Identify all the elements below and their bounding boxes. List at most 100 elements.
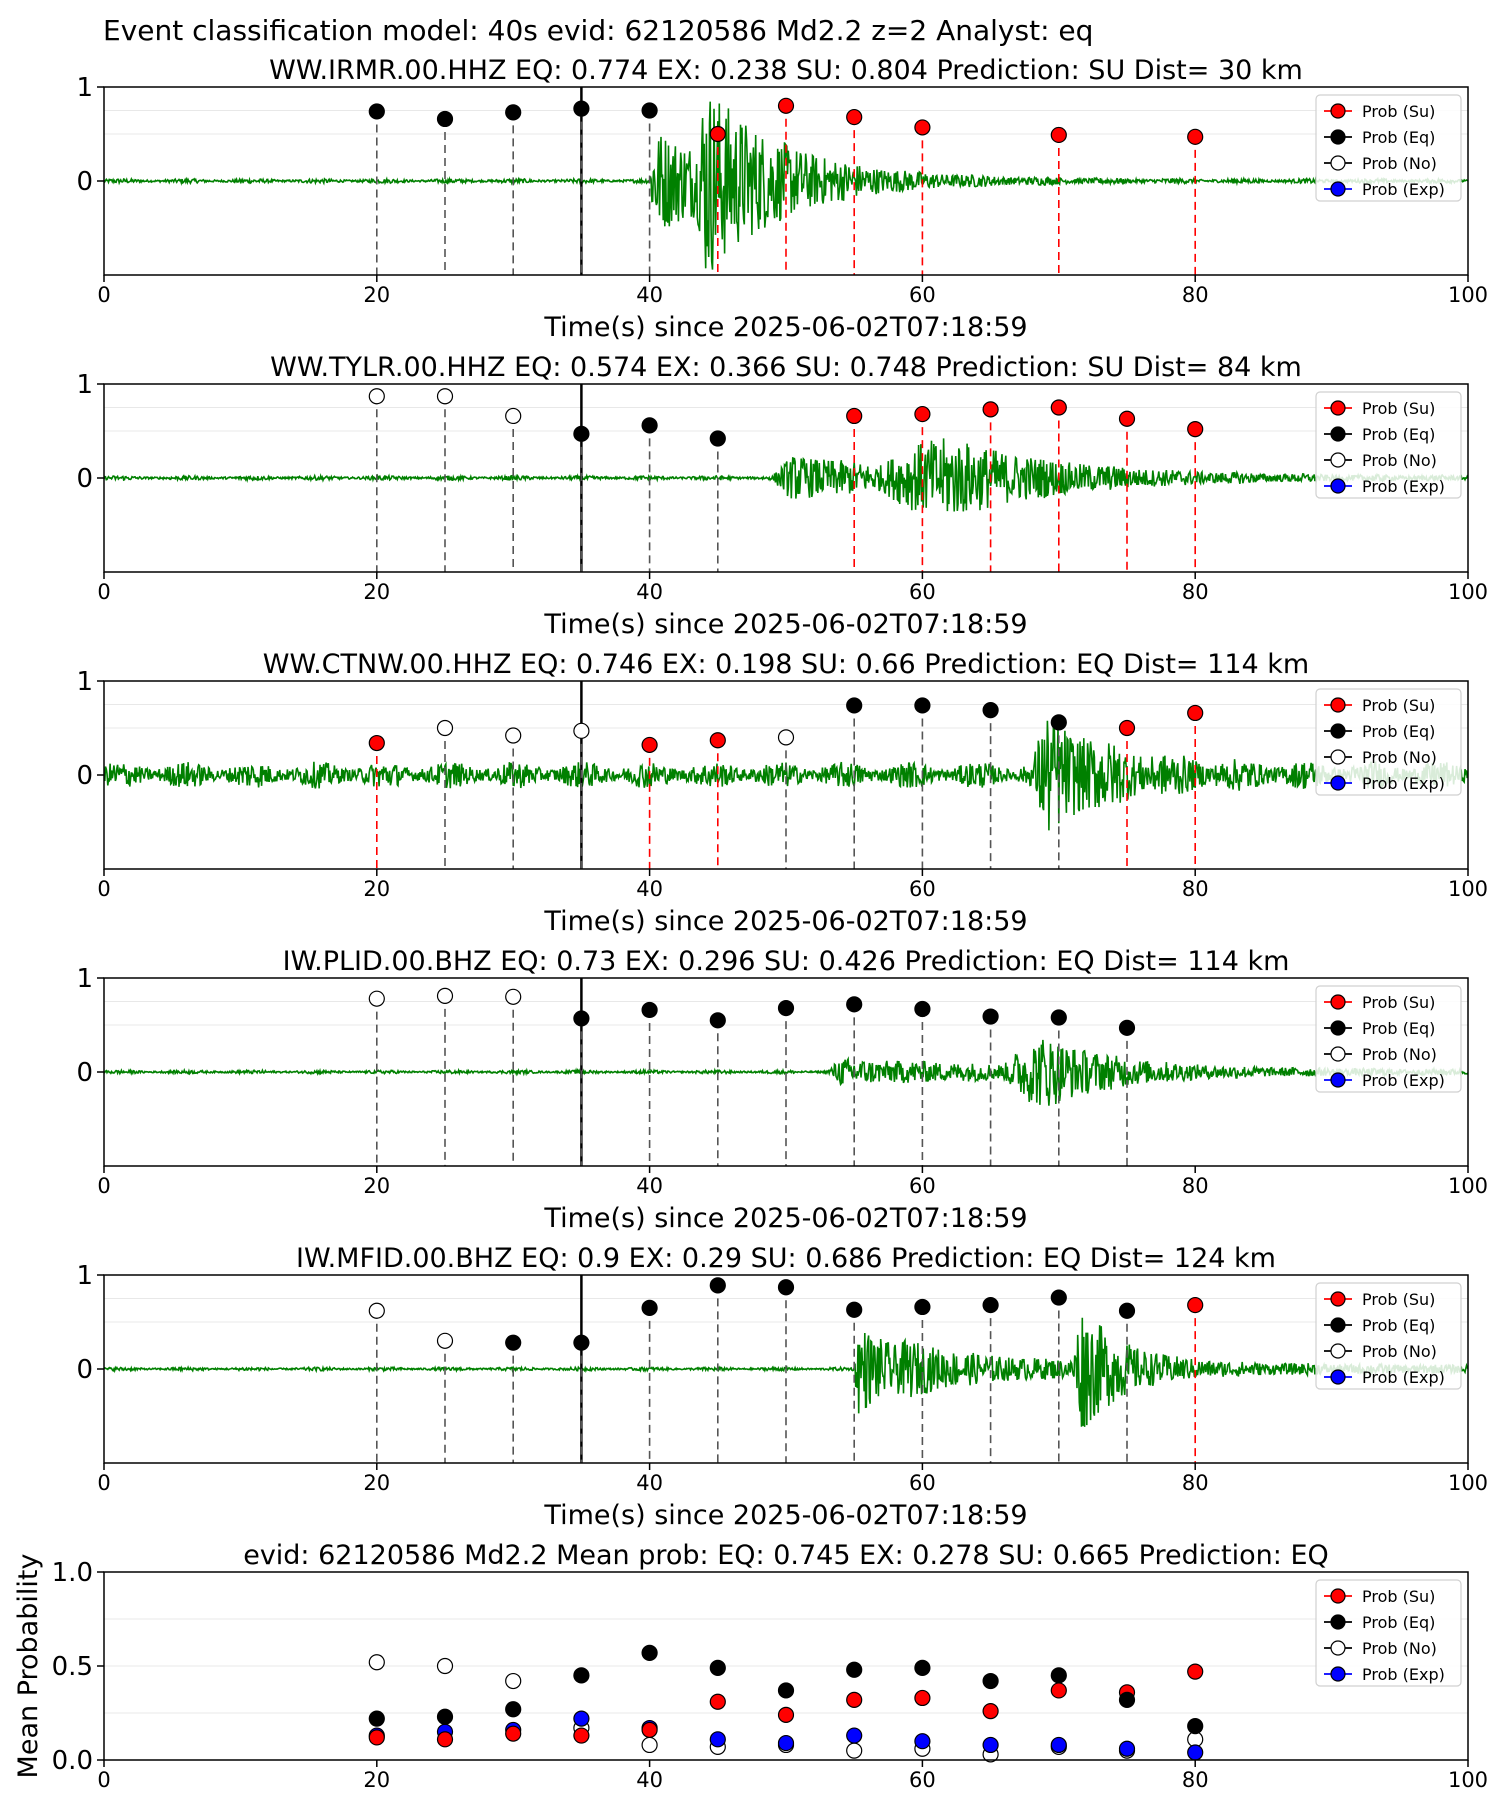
y-tick-label: 0 [76, 761, 93, 791]
legend-label: Prob (Exp) [1362, 1368, 1445, 1387]
data-point-prob-su [1187, 704, 1204, 722]
data-point-prob-su [709, 125, 726, 143]
data-point-prob-eq [846, 996, 863, 1013]
data-point-prob-eq [573, 425, 590, 442]
data-point-prob-su [914, 405, 931, 423]
x-tick-label: 20 [363, 580, 390, 604]
series-points [368, 388, 1204, 447]
data-point-prob-eq [1118, 1691, 1136, 1708]
data-point-prob-eq [573, 1010, 590, 1027]
series-points [368, 697, 1204, 754]
x-tick-label: 40 [636, 1471, 663, 1495]
panel-plot-area [104, 978, 1468, 1166]
data-point-prob-no [436, 388, 454, 405]
data-point-prob-eq [368, 103, 385, 120]
legend-box [1315, 985, 1462, 1093]
x-tick-label: 40 [636, 877, 663, 901]
legend-label: Prob (Exp) [1362, 1665, 1445, 1684]
data-point-prob-eq [777, 1279, 795, 1296]
data-point-prob-su [709, 1693, 726, 1710]
data-point-prob-eq [641, 102, 658, 119]
legend-label: Prob (Exp) [1362, 180, 1445, 199]
data-point-prob-eq [777, 999, 795, 1017]
data-point-prob-eq [914, 697, 931, 714]
data-point-prob-eq [505, 1701, 522, 1718]
data-point-prob-no [777, 729, 795, 746]
y-axis-label: Mean Probability [13, 1554, 44, 1779]
x-tick-label: 20 [363, 283, 390, 307]
x-tick-label: 0 [97, 580, 110, 604]
panel-plot-area [104, 1275, 1468, 1463]
data-point-prob-no [505, 407, 522, 425]
legend-label: Prob (No) [1362, 154, 1437, 173]
data-point-prob-eq [709, 1277, 726, 1294]
x-tick-label: 40 [636, 580, 663, 604]
x-tick-label: 100 [1448, 283, 1488, 307]
data-point-prob-exp [1118, 1740, 1136, 1757]
legend: Prob (Su) Prob (Eq) Prob (No) Prob (Exp) [1315, 688, 1462, 796]
panel-title: WW.CTNW.00.HHZ EQ: 0.746 EX: 0.198 SU: 0… [263, 649, 1309, 680]
legend: Prob (Su) Prob (Eq) Prob (No) Prob (Exp) [1315, 1579, 1462, 1687]
series-points [368, 987, 1136, 1036]
panel-title: IW.PLID.00.BHZ EQ: 0.73 EX: 0.296 SU: 0.… [283, 946, 1290, 977]
x-tick-label: 40 [636, 283, 663, 307]
data-point-prob-no [641, 1736, 658, 1754]
legend-label: Prob (Exp) [1362, 477, 1445, 496]
data-point-prob-su [777, 1706, 795, 1723]
y-tick-label: 1 [76, 964, 93, 994]
x-tick-label: 20 [363, 1174, 390, 1198]
legend-marker [1330, 1666, 1346, 1682]
legend-label: Prob (No) [1362, 451, 1437, 470]
data-point-prob-su [1118, 719, 1136, 737]
data-point-prob-eq [641, 417, 658, 434]
panel-5: IW.MFID.00.BHZ EQ: 0.9 EX: 0.29 SU: 0.68… [76, 1243, 1488, 1531]
x-axis-label: Time(s) since 2025-06-02T07:18:59 [543, 1203, 1027, 1234]
legend-marker [1330, 1614, 1346, 1630]
x-tick-label: 80 [1182, 1174, 1209, 1198]
data-point-prob-no [368, 1654, 385, 1671]
legend: Prob (Su) Prob (Eq) Prob (No) Prob (Exp) [1315, 1282, 1462, 1390]
y-tick-label: 0 [76, 1058, 93, 1088]
data-point-prob-su [641, 1721, 658, 1739]
data-point-prob-no [436, 719, 454, 737]
legend-label: Prob (Eq) [1362, 722, 1435, 741]
data-point-prob-eq [846, 1301, 863, 1318]
data-point-prob-su [641, 736, 658, 754]
panel-title: IW.MFID.00.BHZ EQ: 0.9 EX: 0.29 SU: 0.68… [296, 1243, 1276, 1274]
panel-2: WW.TYLR.00.HHZ EQ: 0.574 EX: 0.366 SU: 0… [76, 352, 1488, 640]
legend-marker [1330, 723, 1346, 739]
y-tick-label: 0 [76, 167, 93, 197]
data-point-prob-su [709, 732, 726, 749]
panel-3: WW.CTNW.00.HHZ EQ: 0.746 EX: 0.198 SU: 0… [76, 649, 1488, 937]
data-point-prob-no [368, 388, 385, 405]
y-tick-label: 1 [76, 370, 93, 400]
legend-label: Prob (Su) [1362, 993, 1435, 1012]
data-point-prob-exp [1050, 1736, 1067, 1754]
legend-box [1315, 1282, 1462, 1390]
x-tick-label: 40 [636, 1768, 663, 1792]
panel-title: WW.TYLR.00.HHZ EQ: 0.574 EX: 0.366 SU: 0… [270, 352, 1302, 383]
legend-marker [1330, 1072, 1346, 1088]
data-point-prob-no [846, 1742, 863, 1759]
legend-marker [1330, 1317, 1346, 1333]
data-point-prob-eq [982, 702, 999, 719]
legend-marker [1330, 103, 1346, 119]
legend-marker [1330, 400, 1346, 416]
waveform-trace [104, 1039, 1468, 1106]
data-point-prob-no [436, 1657, 454, 1675]
data-point-prob-su [982, 401, 999, 418]
waveform-trace [104, 720, 1468, 831]
data-point-prob-eq [436, 110, 454, 128]
data-point-prob-eq [1118, 1302, 1136, 1319]
x-tick-label: 60 [909, 1768, 936, 1792]
x-axis-label: Time(s) since 2025-06-02T07:18:59 [543, 609, 1027, 640]
data-point-prob-exp [914, 1733, 931, 1750]
series-points [368, 1644, 1204, 1763]
legend-box [1315, 688, 1462, 796]
data-point-prob-eq [709, 430, 726, 447]
figure-suptitle: Event classification model: 40s evid: 62… [103, 14, 1093, 47]
axes-frame [103, 680, 1469, 870]
series-points [368, 1277, 1204, 1351]
legend-marker [1330, 1588, 1346, 1604]
